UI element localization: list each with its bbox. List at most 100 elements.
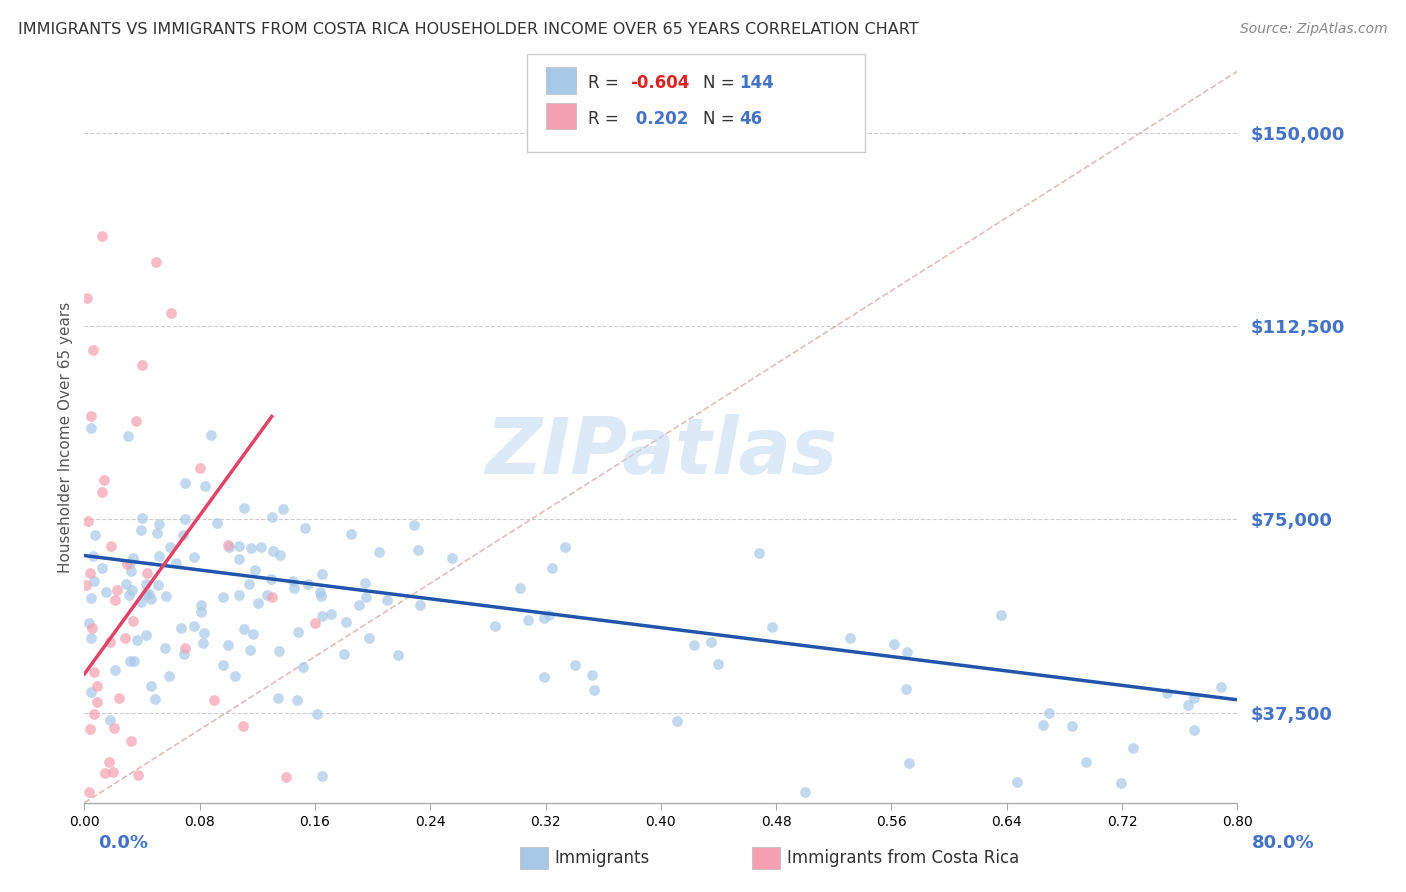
Point bbox=[82, 806, 104, 821]
Point bbox=[107, 691, 129, 706]
Point bbox=[554, 540, 576, 554]
Point bbox=[173, 648, 195, 662]
Point bbox=[409, 598, 432, 612]
Text: 0.202: 0.202 bbox=[630, 110, 689, 128]
Point bbox=[304, 615, 326, 630]
Point bbox=[79, 722, 101, 736]
Point bbox=[246, 596, 269, 610]
Point bbox=[581, 668, 603, 682]
Point bbox=[79, 566, 101, 580]
Text: R =: R = bbox=[588, 110, 624, 128]
Point bbox=[121, 583, 143, 598]
Point bbox=[172, 528, 194, 542]
Point bbox=[104, 664, 127, 678]
Point bbox=[228, 588, 250, 602]
Point bbox=[357, 631, 380, 645]
Point bbox=[148, 549, 170, 563]
Point bbox=[93, 474, 115, 488]
Point bbox=[200, 428, 222, 442]
Point bbox=[238, 577, 260, 591]
Point bbox=[193, 626, 215, 640]
Point bbox=[242, 626, 264, 640]
Point bbox=[262, 544, 284, 558]
Point bbox=[232, 718, 254, 732]
Point bbox=[294, 521, 316, 535]
Point bbox=[105, 582, 128, 597]
Point bbox=[77, 785, 100, 799]
Text: Source: ZipAtlas.com: Source: ZipAtlas.com bbox=[1240, 22, 1388, 37]
Point bbox=[276, 770, 298, 784]
Point bbox=[174, 475, 197, 490]
Point bbox=[239, 541, 262, 555]
Point bbox=[332, 647, 354, 661]
Point bbox=[218, 538, 240, 552]
Point bbox=[117, 429, 139, 443]
Point bbox=[700, 635, 723, 649]
Point bbox=[143, 692, 166, 706]
Text: 0.0%: 0.0% bbox=[98, 834, 149, 852]
Point bbox=[117, 557, 139, 571]
Point bbox=[243, 563, 266, 577]
Point bbox=[131, 510, 153, 524]
Point bbox=[898, 756, 921, 771]
Point bbox=[157, 669, 180, 683]
Point bbox=[1032, 718, 1054, 732]
Point bbox=[80, 591, 103, 605]
Point bbox=[311, 567, 333, 582]
Point bbox=[190, 599, 212, 613]
Point bbox=[311, 608, 333, 623]
Point bbox=[138, 587, 160, 601]
Point bbox=[77, 514, 100, 528]
Point bbox=[793, 785, 815, 799]
Point bbox=[118, 588, 141, 602]
Text: 80.0%: 80.0% bbox=[1251, 834, 1315, 852]
Point bbox=[283, 582, 305, 596]
Point bbox=[139, 592, 162, 607]
Point bbox=[83, 574, 105, 589]
Point bbox=[894, 682, 917, 697]
Point bbox=[269, 548, 291, 562]
Point bbox=[98, 713, 121, 727]
Point bbox=[94, 766, 117, 780]
Point bbox=[260, 590, 283, 604]
Point bbox=[183, 618, 205, 632]
Point bbox=[239, 643, 262, 657]
Point bbox=[139, 680, 162, 694]
Point bbox=[538, 607, 561, 622]
Point bbox=[103, 721, 125, 735]
Point bbox=[111, 806, 134, 821]
Point bbox=[1184, 723, 1206, 738]
Point bbox=[194, 479, 217, 493]
Point bbox=[305, 707, 328, 722]
Point bbox=[83, 706, 105, 721]
Point bbox=[228, 539, 250, 553]
Point bbox=[91, 560, 114, 574]
Point bbox=[375, 592, 398, 607]
Point bbox=[77, 616, 100, 631]
Point bbox=[1156, 686, 1178, 700]
Point bbox=[146, 526, 169, 541]
Point bbox=[292, 660, 315, 674]
Point bbox=[75, 577, 97, 591]
Point bbox=[90, 229, 112, 244]
Point bbox=[259, 572, 281, 586]
Point bbox=[232, 501, 254, 516]
Point bbox=[564, 657, 586, 672]
Text: Immigrants from Costa Rica: Immigrants from Costa Rica bbox=[787, 849, 1019, 867]
Point bbox=[83, 528, 105, 542]
Point bbox=[228, 551, 250, 566]
Point bbox=[127, 767, 149, 781]
Point bbox=[91, 484, 114, 499]
Point bbox=[217, 638, 239, 652]
Point bbox=[129, 595, 152, 609]
Point bbox=[131, 523, 153, 537]
Point bbox=[1005, 775, 1028, 789]
Point bbox=[1060, 719, 1083, 733]
Point bbox=[159, 541, 181, 555]
Point bbox=[118, 556, 141, 570]
Point bbox=[335, 615, 357, 629]
Point bbox=[1182, 690, 1205, 705]
Point bbox=[82, 343, 104, 357]
Point bbox=[82, 549, 104, 563]
Point bbox=[665, 714, 688, 728]
